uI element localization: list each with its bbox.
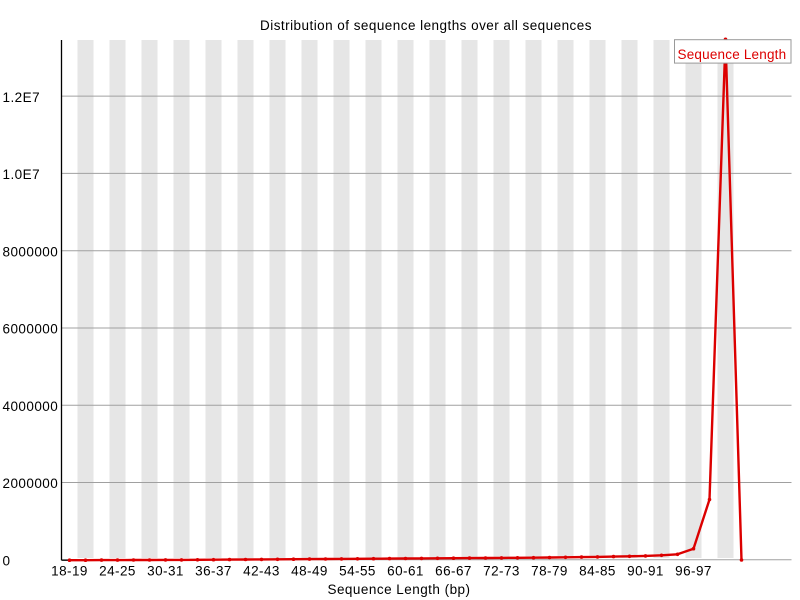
- svg-text:36-37: 36-37: [195, 564, 232, 579]
- svg-text:54-55: 54-55: [339, 564, 376, 579]
- svg-text:1.2E7: 1.2E7: [3, 90, 41, 105]
- svg-text:Sequence Length: Sequence Length: [678, 47, 787, 62]
- svg-text:4000000: 4000000: [3, 399, 59, 414]
- svg-text:48-49: 48-49: [291, 564, 328, 579]
- svg-text:66-67: 66-67: [435, 564, 472, 579]
- svg-text:90-91: 90-91: [627, 564, 664, 579]
- svg-text:0: 0: [3, 554, 11, 569]
- svg-text:1.0E7: 1.0E7: [3, 167, 41, 182]
- svg-text:18-19: 18-19: [51, 564, 88, 579]
- svg-text:Sequence Length (bp): Sequence Length (bp): [327, 582, 470, 597]
- svg-text:30-31: 30-31: [147, 564, 184, 579]
- svg-text:8000000: 8000000: [3, 244, 59, 259]
- svg-text:72-73: 72-73: [483, 564, 520, 579]
- svg-text:78-79: 78-79: [531, 564, 568, 579]
- svg-text:42-43: 42-43: [243, 564, 280, 579]
- svg-text:60-61: 60-61: [387, 564, 424, 579]
- svg-text:96-97: 96-97: [675, 564, 712, 579]
- svg-text:2000000: 2000000: [3, 476, 59, 491]
- svg-text:6000000: 6000000: [3, 322, 59, 337]
- svg-text:24-25: 24-25: [99, 564, 136, 579]
- svg-text:84-85: 84-85: [579, 564, 616, 579]
- svg-text:Distribution of sequence lengt: Distribution of sequence lengths over al…: [260, 18, 592, 33]
